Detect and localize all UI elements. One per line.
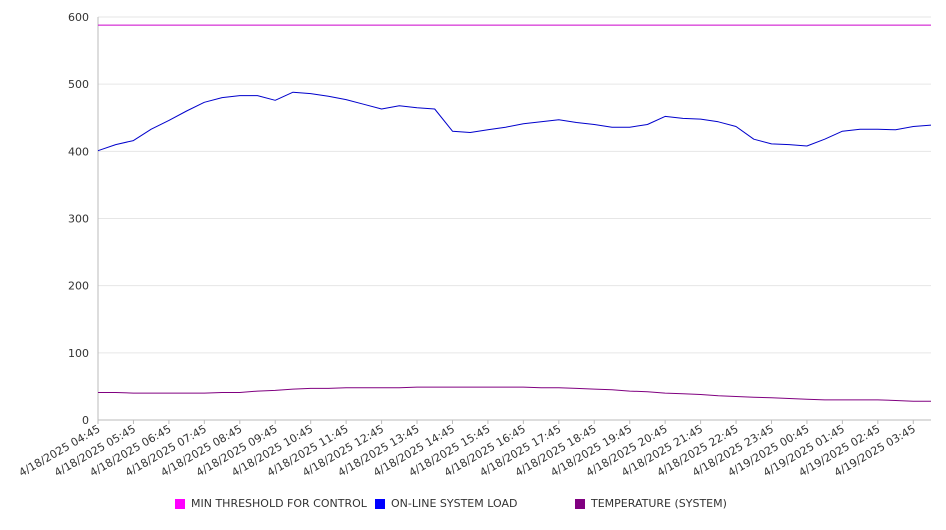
y-axis-ticks: 0 100 200 300 400 500 600: [68, 11, 89, 427]
y-tick-label: 500: [68, 78, 89, 91]
legend-item-system-load[interactable]: ON-LINE SYSTEM LOAD: [375, 497, 517, 510]
series-line-2: [98, 386, 931, 402]
legend-label-min-threshold: MIN THRESHOLD FOR CONTROL: [191, 497, 367, 510]
x-axis-ticks: 4/18/2025 04:454/18/2025 05:454/18/2025 …: [17, 420, 918, 479]
y-tick-label: 0: [82, 414, 89, 427]
y-tick-label: 100: [68, 347, 89, 360]
y-tick-label: 300: [68, 213, 89, 226]
axes: [97, 17, 931, 421]
y-tick-label: 400: [68, 145, 89, 158]
legend-item-min-threshold[interactable]: MIN THRESHOLD FOR CONTROL: [175, 497, 367, 510]
series-lines: [97, 24, 932, 402]
legend-swatch-system-load: [375, 498, 385, 509]
y-tick-label: 200: [68, 280, 89, 293]
legend-swatch-min-threshold: [175, 498, 185, 509]
series-line-1: [97, 91, 932, 152]
gridlines: [98, 16, 931, 354]
legend-swatch-temperature: [575, 498, 585, 509]
legend-item-temperature[interactable]: TEMPERATURE (SYSTEM): [575, 497, 727, 510]
legend-label-system-load: ON-LINE SYSTEM LOAD: [391, 497, 518, 510]
legend-label-temperature: TEMPERATURE (SYSTEM): [591, 497, 727, 510]
y-tick-label: 600: [68, 11, 89, 24]
legend: MIN THRESHOLD FOR CONTROL ON-LINE SYSTEM…: [0, 497, 946, 515]
